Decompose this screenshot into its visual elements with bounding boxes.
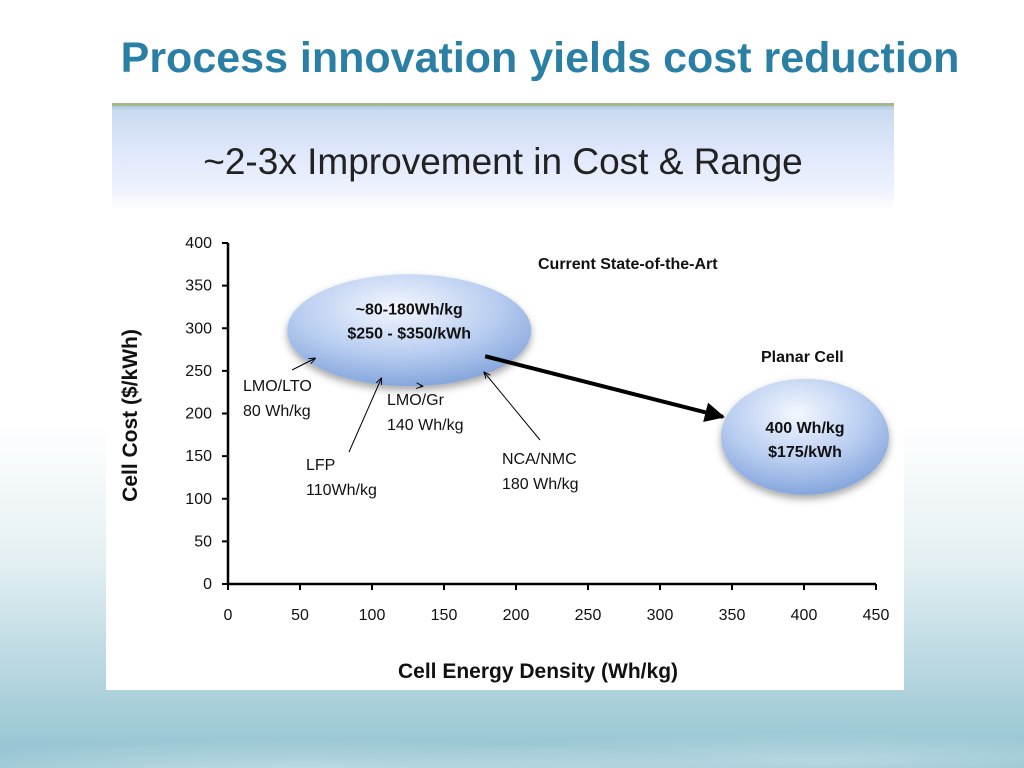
- point-label-line: LFP: [306, 457, 335, 474]
- x-tick-label: 450: [863, 607, 890, 624]
- y-tick-label: 400: [185, 235, 212, 252]
- x-tick-label: 400: [791, 607, 818, 624]
- y-tick-label: 300: [185, 320, 212, 337]
- point-pointer-arrow: [291, 358, 315, 371]
- point-label-line: NCA/NMC: [502, 451, 577, 468]
- point-pointer-arrow: [348, 378, 381, 453]
- slide-title: Process innovation yields cost reduction: [120, 34, 960, 82]
- point-label-line: 110Wh/kg: [306, 482, 377, 499]
- x-axis-title: Cell Energy Density (Wh/kg): [398, 660, 678, 683]
- x-tick-label: 200: [503, 607, 530, 624]
- point-label-line: LMO/LTO: [243, 378, 312, 395]
- y-axis-title: Cell Cost ($/kWh): [119, 329, 142, 502]
- point-pointer-arrow: [484, 372, 541, 441]
- x-tick-label: 100: [359, 607, 386, 624]
- bubble-current-label-line: ~80-180Wh/kg: [356, 301, 463, 318]
- bubble-planar-label-line: $175/kWh: [768, 444, 842, 461]
- chart-header: ~2-3x Improvement in Cost & Range: [112, 103, 894, 211]
- y-tick-label: 350: [185, 278, 212, 295]
- y-tick-label: 0: [203, 576, 212, 593]
- y-tick-label: 50: [194, 533, 212, 550]
- current-state-label: Current State-of-the-Art: [538, 256, 718, 273]
- x-tick-label: 150: [431, 607, 458, 624]
- bubble-current-state: [287, 274, 532, 387]
- point-label-line: 180 Wh/kg: [502, 476, 578, 493]
- bubble-planar-cell: [721, 378, 889, 495]
- bubble-current-label-line: $250 - $350/kWh: [347, 325, 471, 342]
- point-label-line: LMO/Gr: [387, 392, 445, 409]
- x-tick-label: 250: [575, 607, 602, 624]
- x-tick-label: 0: [224, 607, 233, 624]
- point-label-line: 140 Wh/kg: [387, 417, 463, 434]
- planar-cell-label: Planar Cell: [761, 349, 844, 366]
- y-tick-label: 200: [185, 406, 212, 423]
- improvement-arrow: [484, 354, 725, 423]
- bubble-planar-label-line: 400 Wh/kg: [765, 420, 844, 437]
- point-label-line: 80 Wh/kg: [243, 403, 311, 420]
- y-tick-label: 150: [185, 448, 212, 465]
- y-tick-label: 100: [185, 491, 212, 508]
- x-tick-label: 350: [719, 607, 746, 624]
- x-tick-label: 300: [647, 607, 674, 624]
- chart-title: ~2-3x Improvement in Cost & Range: [203, 141, 803, 182]
- y-tick-label: 250: [185, 363, 212, 380]
- x-tick-label: 50: [291, 607, 309, 624]
